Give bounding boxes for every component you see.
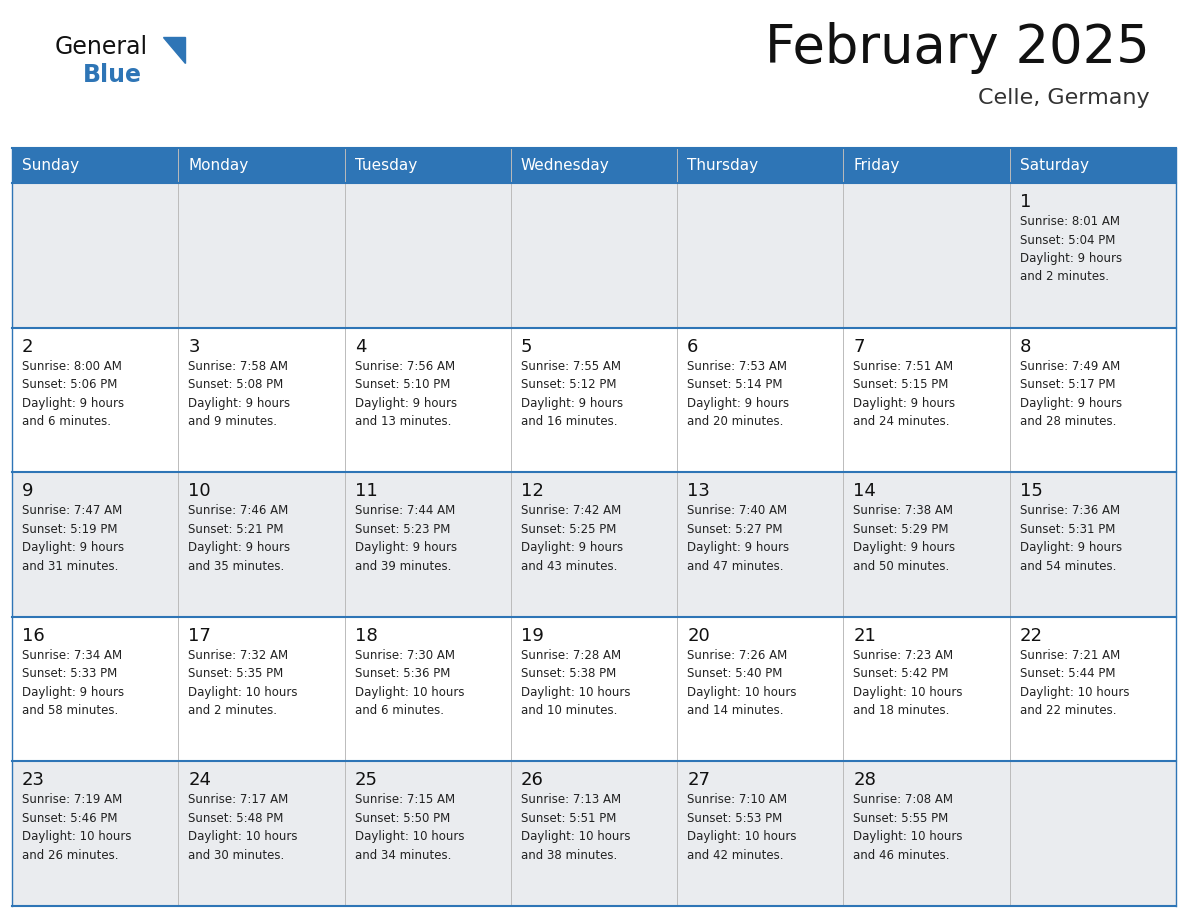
Text: Sunrise: 7:38 AM
Sunset: 5:29 PM
Daylight: 9 hours
and 50 minutes.: Sunrise: 7:38 AM Sunset: 5:29 PM Dayligh…: [853, 504, 955, 573]
Text: Sunrise: 7:23 AM
Sunset: 5:42 PM
Daylight: 10 hours
and 18 minutes.: Sunrise: 7:23 AM Sunset: 5:42 PM Dayligh…: [853, 649, 963, 717]
Text: 6: 6: [687, 338, 699, 355]
Bar: [12, 328, 1176, 472]
Text: 28: 28: [853, 771, 877, 789]
Text: 23: 23: [23, 771, 45, 789]
Text: 1: 1: [1019, 193, 1031, 211]
Text: Monday: Monday: [188, 158, 248, 173]
Text: 5: 5: [520, 338, 532, 355]
Text: Blue: Blue: [83, 63, 143, 87]
Text: 12: 12: [520, 482, 544, 500]
Text: Sunrise: 7:51 AM
Sunset: 5:15 PM
Daylight: 9 hours
and 24 minutes.: Sunrise: 7:51 AM Sunset: 5:15 PM Dayligh…: [853, 360, 955, 428]
Bar: [12, 761, 1176, 906]
Text: Celle, Germany: Celle, Germany: [979, 88, 1150, 108]
Text: 26: 26: [520, 771, 544, 789]
Text: 8: 8: [1019, 338, 1031, 355]
Text: Saturday: Saturday: [1019, 158, 1088, 173]
Text: 15: 15: [1019, 482, 1043, 500]
Text: 27: 27: [687, 771, 710, 789]
Text: 25: 25: [354, 771, 378, 789]
Text: 19: 19: [520, 627, 544, 644]
Text: Sunrise: 7:40 AM
Sunset: 5:27 PM
Daylight: 9 hours
and 47 minutes.: Sunrise: 7:40 AM Sunset: 5:27 PM Dayligh…: [687, 504, 789, 573]
Text: 16: 16: [23, 627, 45, 644]
Text: Sunrise: 7:47 AM
Sunset: 5:19 PM
Daylight: 9 hours
and 31 minutes.: Sunrise: 7:47 AM Sunset: 5:19 PM Dayligh…: [23, 504, 124, 573]
Text: Thursday: Thursday: [687, 158, 758, 173]
Bar: [12, 148, 1176, 183]
Text: Sunrise: 7:42 AM
Sunset: 5:25 PM
Daylight: 9 hours
and 43 minutes.: Sunrise: 7:42 AM Sunset: 5:25 PM Dayligh…: [520, 504, 623, 573]
Text: Sunrise: 7:34 AM
Sunset: 5:33 PM
Daylight: 9 hours
and 58 minutes.: Sunrise: 7:34 AM Sunset: 5:33 PM Dayligh…: [23, 649, 124, 717]
Text: Tuesday: Tuesday: [354, 158, 417, 173]
Text: General: General: [55, 35, 148, 59]
Text: 4: 4: [354, 338, 366, 355]
Text: Sunrise: 7:10 AM
Sunset: 5:53 PM
Daylight: 10 hours
and 42 minutes.: Sunrise: 7:10 AM Sunset: 5:53 PM Dayligh…: [687, 793, 797, 862]
Bar: [12, 183, 1176, 328]
Text: 21: 21: [853, 627, 877, 644]
Text: Sunrise: 7:21 AM
Sunset: 5:44 PM
Daylight: 10 hours
and 22 minutes.: Sunrise: 7:21 AM Sunset: 5:44 PM Dayligh…: [1019, 649, 1130, 717]
Text: 9: 9: [23, 482, 33, 500]
Bar: [12, 472, 1176, 617]
Text: Sunrise: 7:55 AM
Sunset: 5:12 PM
Daylight: 9 hours
and 16 minutes.: Sunrise: 7:55 AM Sunset: 5:12 PM Dayligh…: [520, 360, 623, 428]
Text: Sunrise: 8:00 AM
Sunset: 5:06 PM
Daylight: 9 hours
and 6 minutes.: Sunrise: 8:00 AM Sunset: 5:06 PM Dayligh…: [23, 360, 124, 428]
Text: Sunday: Sunday: [23, 158, 80, 173]
Text: 3: 3: [188, 338, 200, 355]
Text: 22: 22: [1019, 627, 1043, 644]
Text: 11: 11: [354, 482, 378, 500]
Text: 7: 7: [853, 338, 865, 355]
Text: 13: 13: [687, 482, 710, 500]
Text: Sunrise: 7:58 AM
Sunset: 5:08 PM
Daylight: 9 hours
and 9 minutes.: Sunrise: 7:58 AM Sunset: 5:08 PM Dayligh…: [188, 360, 290, 428]
Text: Sunrise: 7:13 AM
Sunset: 5:51 PM
Daylight: 10 hours
and 38 minutes.: Sunrise: 7:13 AM Sunset: 5:51 PM Dayligh…: [520, 793, 631, 862]
Text: Sunrise: 7:30 AM
Sunset: 5:36 PM
Daylight: 10 hours
and 6 minutes.: Sunrise: 7:30 AM Sunset: 5:36 PM Dayligh…: [354, 649, 465, 717]
Polygon shape: [163, 37, 185, 63]
Text: Sunrise: 7:32 AM
Sunset: 5:35 PM
Daylight: 10 hours
and 2 minutes.: Sunrise: 7:32 AM Sunset: 5:35 PM Dayligh…: [188, 649, 298, 717]
Text: 17: 17: [188, 627, 211, 644]
Text: Sunrise: 7:44 AM
Sunset: 5:23 PM
Daylight: 9 hours
and 39 minutes.: Sunrise: 7:44 AM Sunset: 5:23 PM Dayligh…: [354, 504, 456, 573]
Text: Sunrise: 7:17 AM
Sunset: 5:48 PM
Daylight: 10 hours
and 30 minutes.: Sunrise: 7:17 AM Sunset: 5:48 PM Dayligh…: [188, 793, 298, 862]
Text: Sunrise: 7:28 AM
Sunset: 5:38 PM
Daylight: 10 hours
and 10 minutes.: Sunrise: 7:28 AM Sunset: 5:38 PM Dayligh…: [520, 649, 631, 717]
Text: Sunrise: 7:56 AM
Sunset: 5:10 PM
Daylight: 9 hours
and 13 minutes.: Sunrise: 7:56 AM Sunset: 5:10 PM Dayligh…: [354, 360, 456, 428]
Text: Sunrise: 7:19 AM
Sunset: 5:46 PM
Daylight: 10 hours
and 26 minutes.: Sunrise: 7:19 AM Sunset: 5:46 PM Dayligh…: [23, 793, 132, 862]
Text: 20: 20: [687, 627, 710, 644]
Text: Sunrise: 7:15 AM
Sunset: 5:50 PM
Daylight: 10 hours
and 34 minutes.: Sunrise: 7:15 AM Sunset: 5:50 PM Dayligh…: [354, 793, 465, 862]
Text: 24: 24: [188, 771, 211, 789]
Text: 14: 14: [853, 482, 877, 500]
Text: 18: 18: [354, 627, 378, 644]
Text: Sunrise: 7:49 AM
Sunset: 5:17 PM
Daylight: 9 hours
and 28 minutes.: Sunrise: 7:49 AM Sunset: 5:17 PM Dayligh…: [1019, 360, 1121, 428]
Text: 10: 10: [188, 482, 211, 500]
Text: 2: 2: [23, 338, 33, 355]
Text: Sunrise: 7:36 AM
Sunset: 5:31 PM
Daylight: 9 hours
and 54 minutes.: Sunrise: 7:36 AM Sunset: 5:31 PM Dayligh…: [1019, 504, 1121, 573]
Text: February 2025: February 2025: [765, 22, 1150, 74]
Text: Sunrise: 8:01 AM
Sunset: 5:04 PM
Daylight: 9 hours
and 2 minutes.: Sunrise: 8:01 AM Sunset: 5:04 PM Dayligh…: [1019, 215, 1121, 284]
Text: Friday: Friday: [853, 158, 899, 173]
Bar: [12, 617, 1176, 761]
Text: Sunrise: 7:08 AM
Sunset: 5:55 PM
Daylight: 10 hours
and 46 minutes.: Sunrise: 7:08 AM Sunset: 5:55 PM Dayligh…: [853, 793, 963, 862]
Text: Wednesday: Wednesday: [520, 158, 609, 173]
Text: Sunrise: 7:53 AM
Sunset: 5:14 PM
Daylight: 9 hours
and 20 minutes.: Sunrise: 7:53 AM Sunset: 5:14 PM Dayligh…: [687, 360, 789, 428]
Text: Sunrise: 7:46 AM
Sunset: 5:21 PM
Daylight: 9 hours
and 35 minutes.: Sunrise: 7:46 AM Sunset: 5:21 PM Dayligh…: [188, 504, 290, 573]
Text: Sunrise: 7:26 AM
Sunset: 5:40 PM
Daylight: 10 hours
and 14 minutes.: Sunrise: 7:26 AM Sunset: 5:40 PM Dayligh…: [687, 649, 797, 717]
